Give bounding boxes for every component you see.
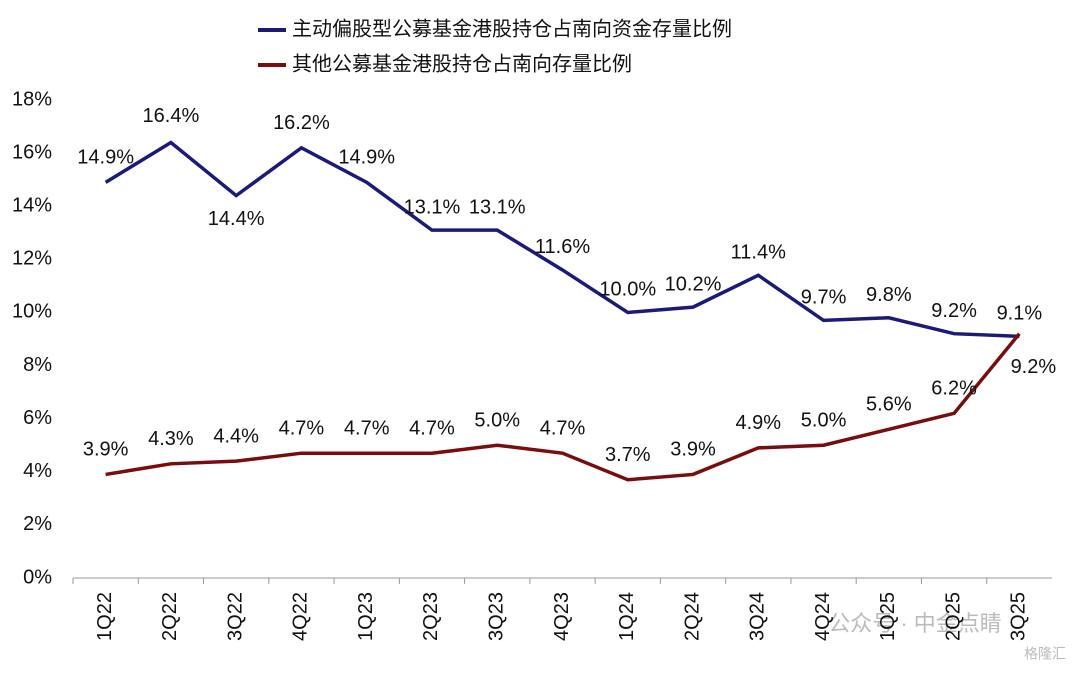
y-tick-label: 10% <box>12 301 52 323</box>
data-label: 14.9% <box>77 147 134 169</box>
data-label: 9.2% <box>1011 356 1057 378</box>
y-tick-label: 4% <box>23 460 52 482</box>
data-label: 9.7% <box>801 287 847 309</box>
x-tick-label: 3Q23 <box>486 592 508 641</box>
y-tick-label: 0% <box>23 566 52 588</box>
data-label: 5.0% <box>801 410 847 432</box>
data-label: 13.1% <box>469 196 526 218</box>
x-tick-label: 3Q22 <box>224 592 246 641</box>
data-label: 4.7% <box>540 417 586 439</box>
y-tick-label: 12% <box>12 248 52 270</box>
x-tick-label: 2Q24 <box>681 592 703 641</box>
y-tick-label: 2% <box>23 513 52 535</box>
y-tick-label: 14% <box>12 195 52 217</box>
data-label: 4.9% <box>736 412 782 434</box>
series-line <box>104 140 1020 339</box>
data-label: 5.6% <box>866 394 912 416</box>
data-label: 10.2% <box>665 273 722 295</box>
data-label: 13.1% <box>404 196 461 218</box>
data-label: 9.2% <box>931 300 977 322</box>
x-tick-label: 2Q25 <box>942 592 964 641</box>
data-label: 10.0% <box>599 279 656 301</box>
x-tick-label: 1Q25 <box>877 592 899 641</box>
data-label: 4.7% <box>409 417 455 439</box>
data-label: 16.4% <box>143 105 200 127</box>
y-tick-label: 6% <box>23 407 52 429</box>
data-label: 16.2% <box>273 112 330 134</box>
data-label: 14.4% <box>208 208 265 230</box>
x-tick-label: 1Q24 <box>616 592 638 641</box>
series-line <box>105 332 1021 482</box>
data-label: 5.0% <box>474 410 520 432</box>
data-label: 9.8% <box>866 284 912 306</box>
data-label: 4.7% <box>344 417 390 439</box>
x-tick-label: 4Q22 <box>290 592 312 641</box>
x-tick-label: 1Q23 <box>355 592 377 641</box>
data-label: 3.9% <box>670 439 716 461</box>
data-label: 9.1% <box>997 303 1043 325</box>
data-label: 14.9% <box>338 147 395 169</box>
x-tick-label: 2Q22 <box>159 592 181 641</box>
data-label: 6.2% <box>931 378 977 400</box>
data-label: 4.3% <box>148 428 194 450</box>
data-label: 4.7% <box>279 417 325 439</box>
x-tick-label: 4Q23 <box>551 592 573 641</box>
watermark: 公众号 · 中金点睛 <box>828 611 1002 636</box>
data-label: 11.4% <box>731 242 786 264</box>
data-label: 3.9% <box>83 439 129 461</box>
y-tick-label: 8% <box>23 354 52 376</box>
legend-label: 其他公募基金港股持仓占南向存量比例 <box>292 52 632 75</box>
data-label: 4.4% <box>213 425 259 447</box>
logo-text: 格隆汇 <box>1024 646 1066 662</box>
data-label: 3.7% <box>605 444 651 466</box>
data-label: 11.6% <box>535 236 590 258</box>
x-tick-label: 4Q24 <box>812 592 834 641</box>
y-tick-label: 18% <box>12 88 52 110</box>
x-tick-label: 3Q25 <box>1008 592 1030 641</box>
y-tick-label: 16% <box>12 141 52 163</box>
x-tick-label: 3Q24 <box>747 592 769 641</box>
legend-label: 主动偏股型公募基金港股持仓占南向资金存量比例 <box>292 17 732 40</box>
x-tick-label: 2Q23 <box>420 592 442 641</box>
x-tick-label: 1Q22 <box>94 592 116 641</box>
